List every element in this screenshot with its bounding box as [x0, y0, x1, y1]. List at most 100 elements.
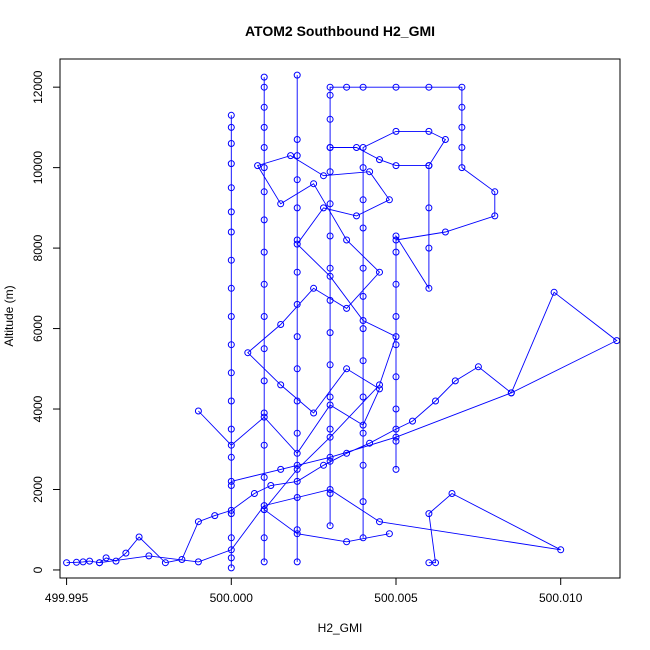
data-point: [507, 389, 515, 397]
y-tick-label: 8000: [31, 234, 45, 261]
series-line-7: [99, 489, 561, 564]
data-point: [491, 212, 499, 220]
data-point: [260, 506, 268, 514]
data-point: [63, 559, 71, 567]
data-point: [310, 284, 318, 292]
x-axis-label: H2_GMI: [318, 621, 363, 635]
data-point: [277, 381, 285, 389]
data-point: [326, 486, 334, 493]
chart-title: ATOM2 Southbound H2_GMI: [245, 23, 435, 39]
data-point: [432, 397, 439, 405]
data-point: [392, 465, 400, 473]
data-point: [260, 280, 268, 288]
data-point: [227, 256, 235, 264]
data-point: [376, 156, 383, 164]
data-point: [425, 83, 433, 91]
data-point: [376, 518, 383, 526]
data-point: [359, 144, 367, 151]
data-point: [277, 200, 285, 208]
data-point: [343, 538, 351, 546]
data-point: [260, 441, 268, 449]
data-point: [96, 559, 103, 567]
data-point: [260, 413, 268, 421]
data-point: [227, 397, 235, 405]
data-point: [260, 164, 268, 172]
data-point: [320, 204, 327, 212]
data-point: [326, 115, 334, 123]
data-point: [326, 522, 334, 530]
data-point: [376, 381, 383, 389]
data-point: [557, 546, 565, 554]
data-point: [267, 482, 275, 489]
data-point: [293, 449, 301, 457]
data-point: [359, 264, 367, 272]
x-tick-label: 500.005: [374, 591, 418, 605]
data-point: [244, 349, 252, 357]
data-point: [359, 83, 367, 91]
data-point: [293, 300, 301, 308]
data-point: [293, 494, 301, 501]
data-point: [376, 268, 383, 276]
data-point: [425, 510, 433, 518]
data-point: [227, 554, 235, 562]
data-point: [227, 313, 235, 320]
data-point: [359, 196, 367, 204]
data-point: [293, 71, 301, 79]
data-point: [260, 377, 268, 385]
data-point: [353, 144, 360, 151]
data-point: [359, 461, 367, 469]
data-point: [293, 333, 301, 341]
data-point: [451, 377, 459, 385]
data-point: [310, 180, 318, 188]
data-point: [359, 357, 367, 365]
data-point: [293, 461, 301, 469]
data-point: [293, 240, 301, 248]
data-point: [293, 558, 301, 566]
y-axis-label: Altitude (m): [2, 285, 16, 346]
data-point: [79, 558, 87, 566]
data-point: [376, 385, 383, 393]
data-point: [194, 558, 202, 566]
y-tick-label: 4000: [31, 395, 45, 422]
data-point: [448, 490, 456, 497]
data-point: [425, 559, 433, 567]
data-point: [310, 409, 318, 417]
data-point: [392, 162, 400, 170]
data-point: [260, 73, 268, 81]
data-point: [326, 329, 334, 337]
data-point: [227, 453, 235, 461]
data-point: [359, 317, 367, 324]
data-point: [359, 224, 367, 232]
data-point: [326, 264, 334, 272]
data-point: [353, 212, 360, 220]
data-point: [392, 405, 400, 413]
data-point: [194, 518, 202, 526]
data-point: [250, 490, 258, 497]
data-point: [293, 465, 301, 473]
data-point: [491, 188, 499, 196]
data-point: [343, 83, 351, 91]
data-point: [343, 449, 351, 457]
data-point: [326, 433, 334, 441]
data-point: [359, 292, 367, 300]
data-point: [359, 325, 367, 333]
data-point: [293, 530, 301, 538]
data-point: [293, 176, 301, 184]
data-point: [385, 530, 393, 538]
data-point: [227, 140, 235, 147]
data-point: [145, 552, 153, 560]
data-point: [458, 103, 466, 111]
data-point: [359, 393, 367, 401]
data-point: [260, 558, 268, 566]
data-point: [326, 232, 334, 240]
series-line-6: [395, 165, 430, 470]
data-point: [425, 204, 433, 212]
data-point: [425, 162, 433, 170]
data-point: [260, 473, 268, 481]
data-point: [326, 457, 334, 465]
data-point: [326, 144, 334, 151]
data-point: [550, 288, 558, 296]
data-point: [102, 554, 110, 562]
data-point: [326, 401, 334, 409]
